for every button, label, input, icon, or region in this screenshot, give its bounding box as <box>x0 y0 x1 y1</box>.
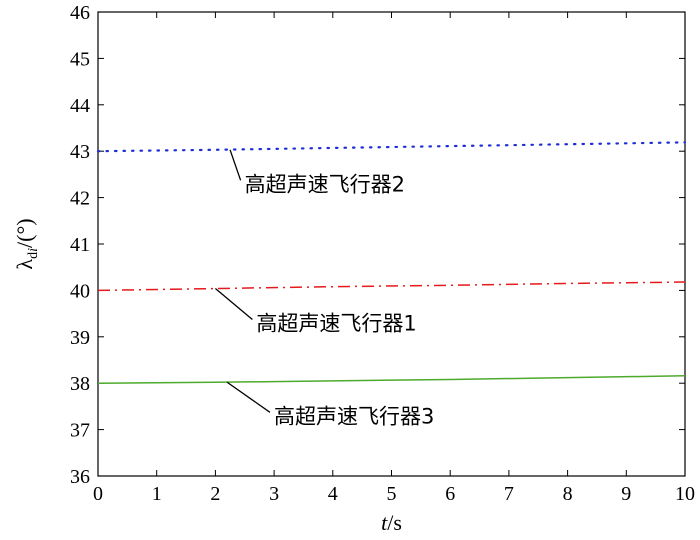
y-axis-title-sub: d <box>26 252 41 259</box>
y-axis-title-sub-italic: i <box>26 248 41 252</box>
x-tick-label: 8 <box>563 483 573 505</box>
x-tick-label: 6 <box>445 483 455 505</box>
y-axis-title-symbol: λ <box>12 259 37 270</box>
annotation-leader <box>226 381 271 413</box>
y-tick-label: 36 <box>70 466 90 488</box>
annotation-label: 高超声速飞行器2 <box>245 172 405 196</box>
annotation-leader <box>229 149 242 181</box>
annotation-label: 高超声速飞行器3 <box>274 404 434 428</box>
y-tick-label: 43 <box>70 141 90 163</box>
y-tick-label: 42 <box>70 188 90 210</box>
x-tick-label: 7 <box>504 483 514 505</box>
series-layer <box>96 141 687 384</box>
y-tick-label: 46 <box>70 2 90 24</box>
series-line-2 <box>97 281 686 292</box>
y-tick-label: 40 <box>70 280 90 302</box>
x-axis-title-unit: /s <box>387 510 402 535</box>
labels-layer: t/s λdi/(°) <box>12 218 402 535</box>
x-tick-label: 5 <box>387 483 397 505</box>
y-tick-label: 37 <box>70 420 90 442</box>
series-line-3 <box>97 375 686 384</box>
annotation-leader <box>214 288 253 321</box>
y-tick-label: 39 <box>70 327 90 349</box>
x-tick-label: 0 <box>93 483 103 505</box>
x-tick-label: 1 <box>152 483 162 505</box>
x-tick-label: 10 <box>675 483 695 505</box>
x-axis-title: t/s <box>381 510 402 535</box>
y-tick-label: 38 <box>70 373 90 395</box>
y-tick-label: 41 <box>70 234 90 256</box>
y-axis-title-unit: /(°) <box>12 218 37 248</box>
annotation-label: 高超声速飞行器1 <box>256 312 416 336</box>
x-axis-title-var: t <box>381 510 388 535</box>
x-tick-label: 4 <box>328 483 338 505</box>
y-tick-label: 44 <box>70 95 90 117</box>
x-tick-label: 2 <box>210 483 220 505</box>
series-line-1 <box>96 141 687 153</box>
y-axis-title: λdi/(°) <box>12 218 41 269</box>
x-tick-label: 3 <box>269 483 279 505</box>
y-tick-label: 45 <box>70 48 90 70</box>
x-tick-label: 9 <box>621 483 631 505</box>
annotation-layer: 高超声速飞行器2 高超声速飞行器1 高超声速飞行器3 <box>214 149 434 428</box>
